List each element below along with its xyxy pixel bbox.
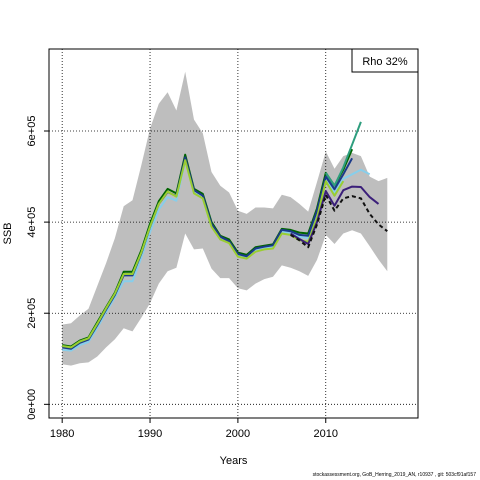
- legend: Rho 32%: [351, 48, 419, 73]
- series-line-2: [324, 121, 362, 187]
- confidence-band: [62, 71, 388, 366]
- plot-frame: [48, 48, 419, 419]
- series-layer: [62, 121, 388, 352]
- legend-label: Rho 32%: [362, 56, 407, 68]
- axis-layer: 1980 1990 2000 2010 0e+00 2e+05 4e+05 6e+05: [26, 116, 338, 440]
- series-line-7: [290, 193, 388, 249]
- x-tick-label: 2010: [314, 428, 338, 440]
- x-tick-label: 2000: [226, 428, 250, 440]
- y-tick-label: 0e+00: [26, 389, 38, 420]
- footer-credit: stockassessment.org, GoB_Herring_2019_AN…: [312, 472, 476, 478]
- y-tick-label: 6e+05: [26, 116, 38, 147]
- x-tick-label: 1980: [50, 428, 74, 440]
- y-axis-title: SSB: [2, 222, 14, 244]
- legend-box: [351, 48, 419, 73]
- x-axis-title: Years: [220, 455, 248, 467]
- series-line-6: [290, 185, 380, 245]
- y-tick-label: 2e+05: [26, 298, 38, 329]
- y-tick-label: 4e+05: [26, 207, 38, 238]
- series-line-5: [62, 159, 345, 349]
- x-tick-label: 1990: [138, 428, 162, 440]
- confidence-band-layer: [62, 71, 388, 366]
